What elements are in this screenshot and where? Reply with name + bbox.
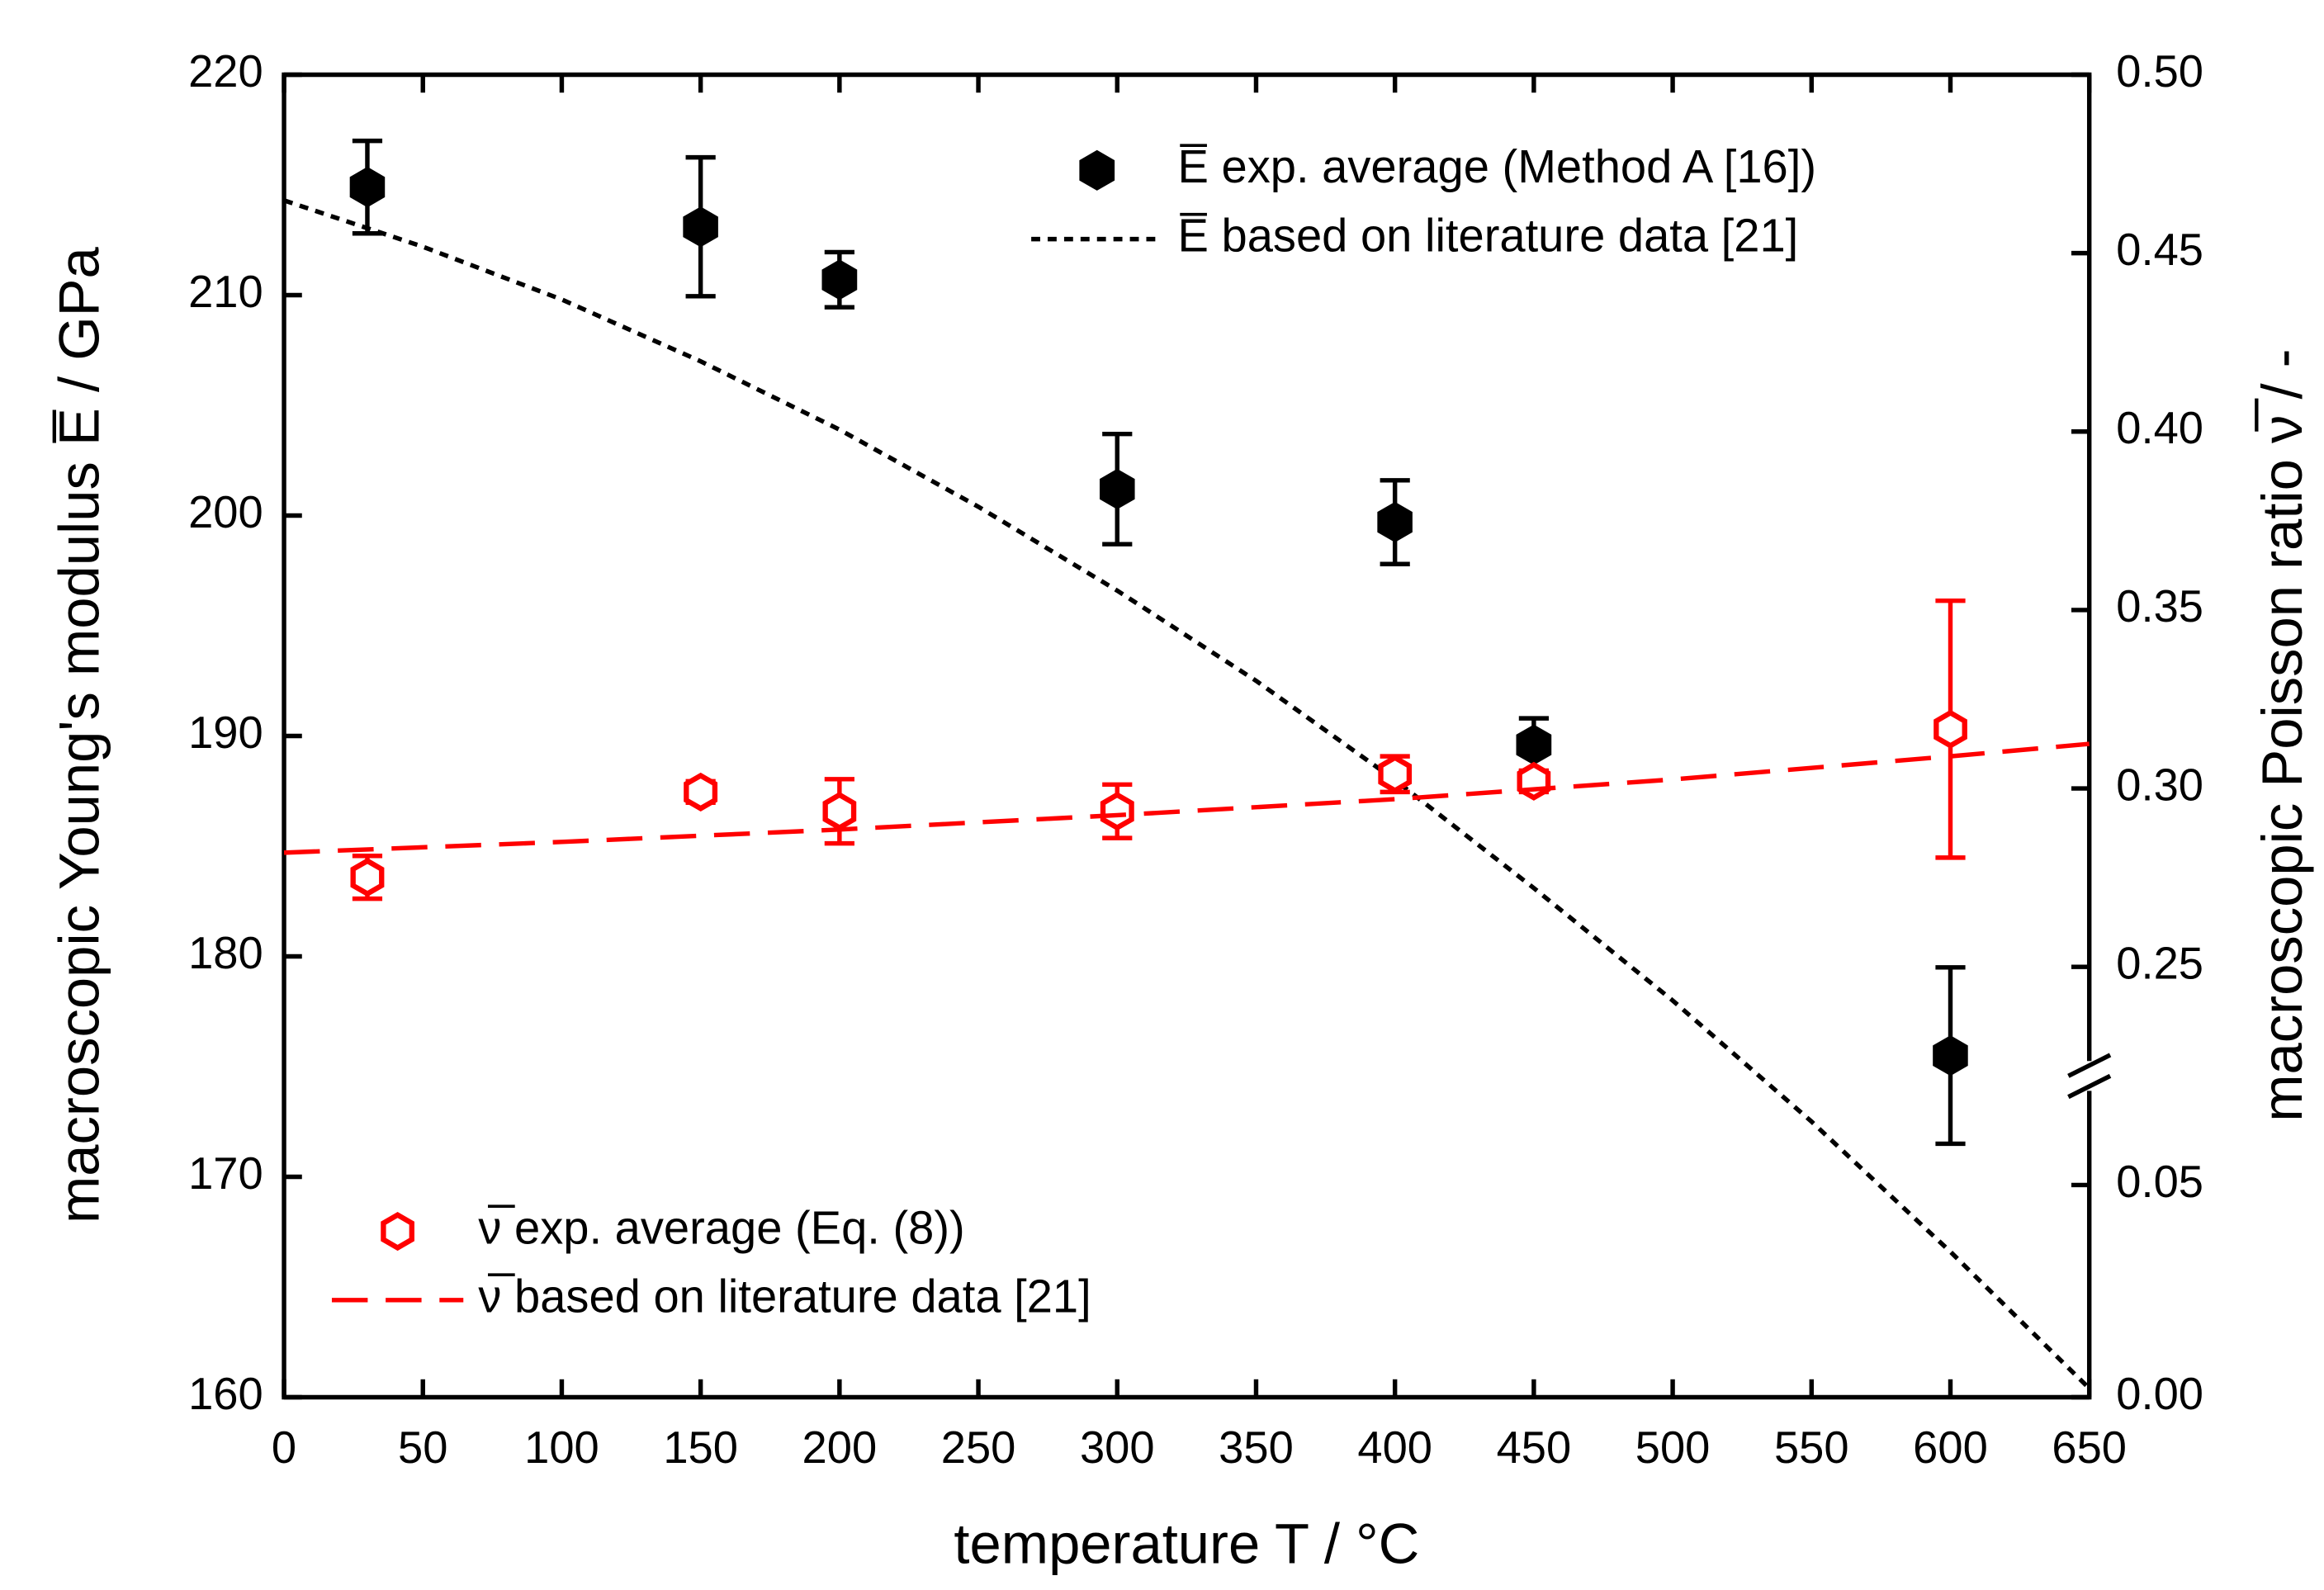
- line: [283, 198, 2091, 1390]
- x-tick-label: 650: [2052, 1422, 2127, 1473]
- x-tick-label: 450: [1497, 1422, 1572, 1473]
- y-tick-label: 160: [188, 1369, 263, 1419]
- point: [1378, 755, 1413, 794]
- y2-tick-label: 0.05: [2116, 1157, 2203, 1207]
- y2-tick-label: 0.35: [2116, 581, 2203, 632]
- y-tick-label: 210: [188, 267, 263, 317]
- y2-tick-label: 0.40: [2116, 403, 2203, 453]
- point: [821, 259, 858, 300]
- y-tick-label: 170: [188, 1148, 263, 1199]
- point: [1100, 792, 1134, 831]
- x-axis-label: temperature T / °C: [954, 1512, 1419, 1575]
- y2-axis-label: macroscopic Poisson ratio ν̅ / -: [2251, 348, 2314, 1121]
- x-tick-label: 50: [398, 1422, 447, 1473]
- point: [822, 792, 857, 831]
- x-tick-label: 300: [1080, 1422, 1155, 1473]
- y-tick-label: 220: [188, 46, 263, 97]
- point: [1933, 1035, 1968, 1077]
- y-axis-label: macroscopic Young's modulus E̅ / GPa: [48, 246, 111, 1223]
- point: [683, 206, 718, 248]
- x-tick-label: 500: [1635, 1422, 1711, 1473]
- point: [349, 167, 386, 208]
- point: [1934, 709, 1967, 749]
- point: [1517, 761, 1551, 801]
- y2-tick-label: 0.00: [2116, 1369, 2203, 1419]
- x-tick-label: 100: [524, 1422, 599, 1473]
- legend-label: E̅ based on literature data [21]: [1178, 209, 1799, 261]
- line: [283, 741, 2090, 855]
- axis-break-mark: [2067, 1073, 2112, 1100]
- point: [1100, 468, 1135, 510]
- y-tick-label: 200: [188, 487, 263, 537]
- axis-frame: [282, 72, 2092, 1400]
- point: [350, 858, 385, 897]
- legend-marker: [1079, 149, 1115, 191]
- x-tick-label: 200: [802, 1422, 878, 1473]
- legend-label: E̅ exp. average (Method A [16]): [1178, 140, 1817, 192]
- y2-tick-label: 0.50: [2116, 46, 2203, 97]
- x-tick-label: 0: [272, 1422, 296, 1473]
- x-tick-label: 150: [663, 1422, 738, 1473]
- y-tick-label: 190: [188, 707, 263, 758]
- x-tick-label: 550: [1774, 1422, 1849, 1473]
- legend-label: ν̅ exp. average (Eq. (8)): [478, 1201, 964, 1253]
- y2-tick-label: 0.30: [2116, 760, 2203, 810]
- legend-marker: [381, 1211, 414, 1252]
- x-tick-label: 350: [1219, 1422, 1294, 1473]
- legend-label: ν̅ based on literature data [21]: [478, 1271, 1091, 1323]
- x-tick-label: 400: [1357, 1422, 1432, 1473]
- point: [684, 772, 718, 812]
- x-tick-label: 600: [1913, 1422, 1988, 1473]
- x-tick-label: 250: [941, 1422, 1016, 1473]
- y-tick-label: 180: [188, 928, 263, 978]
- point: [1377, 501, 1413, 543]
- axis-break-mark: [2067, 1053, 2112, 1078]
- y2-tick-label: 0.45: [2116, 225, 2203, 275]
- y2-tick-label: 0.25: [2116, 939, 2203, 989]
